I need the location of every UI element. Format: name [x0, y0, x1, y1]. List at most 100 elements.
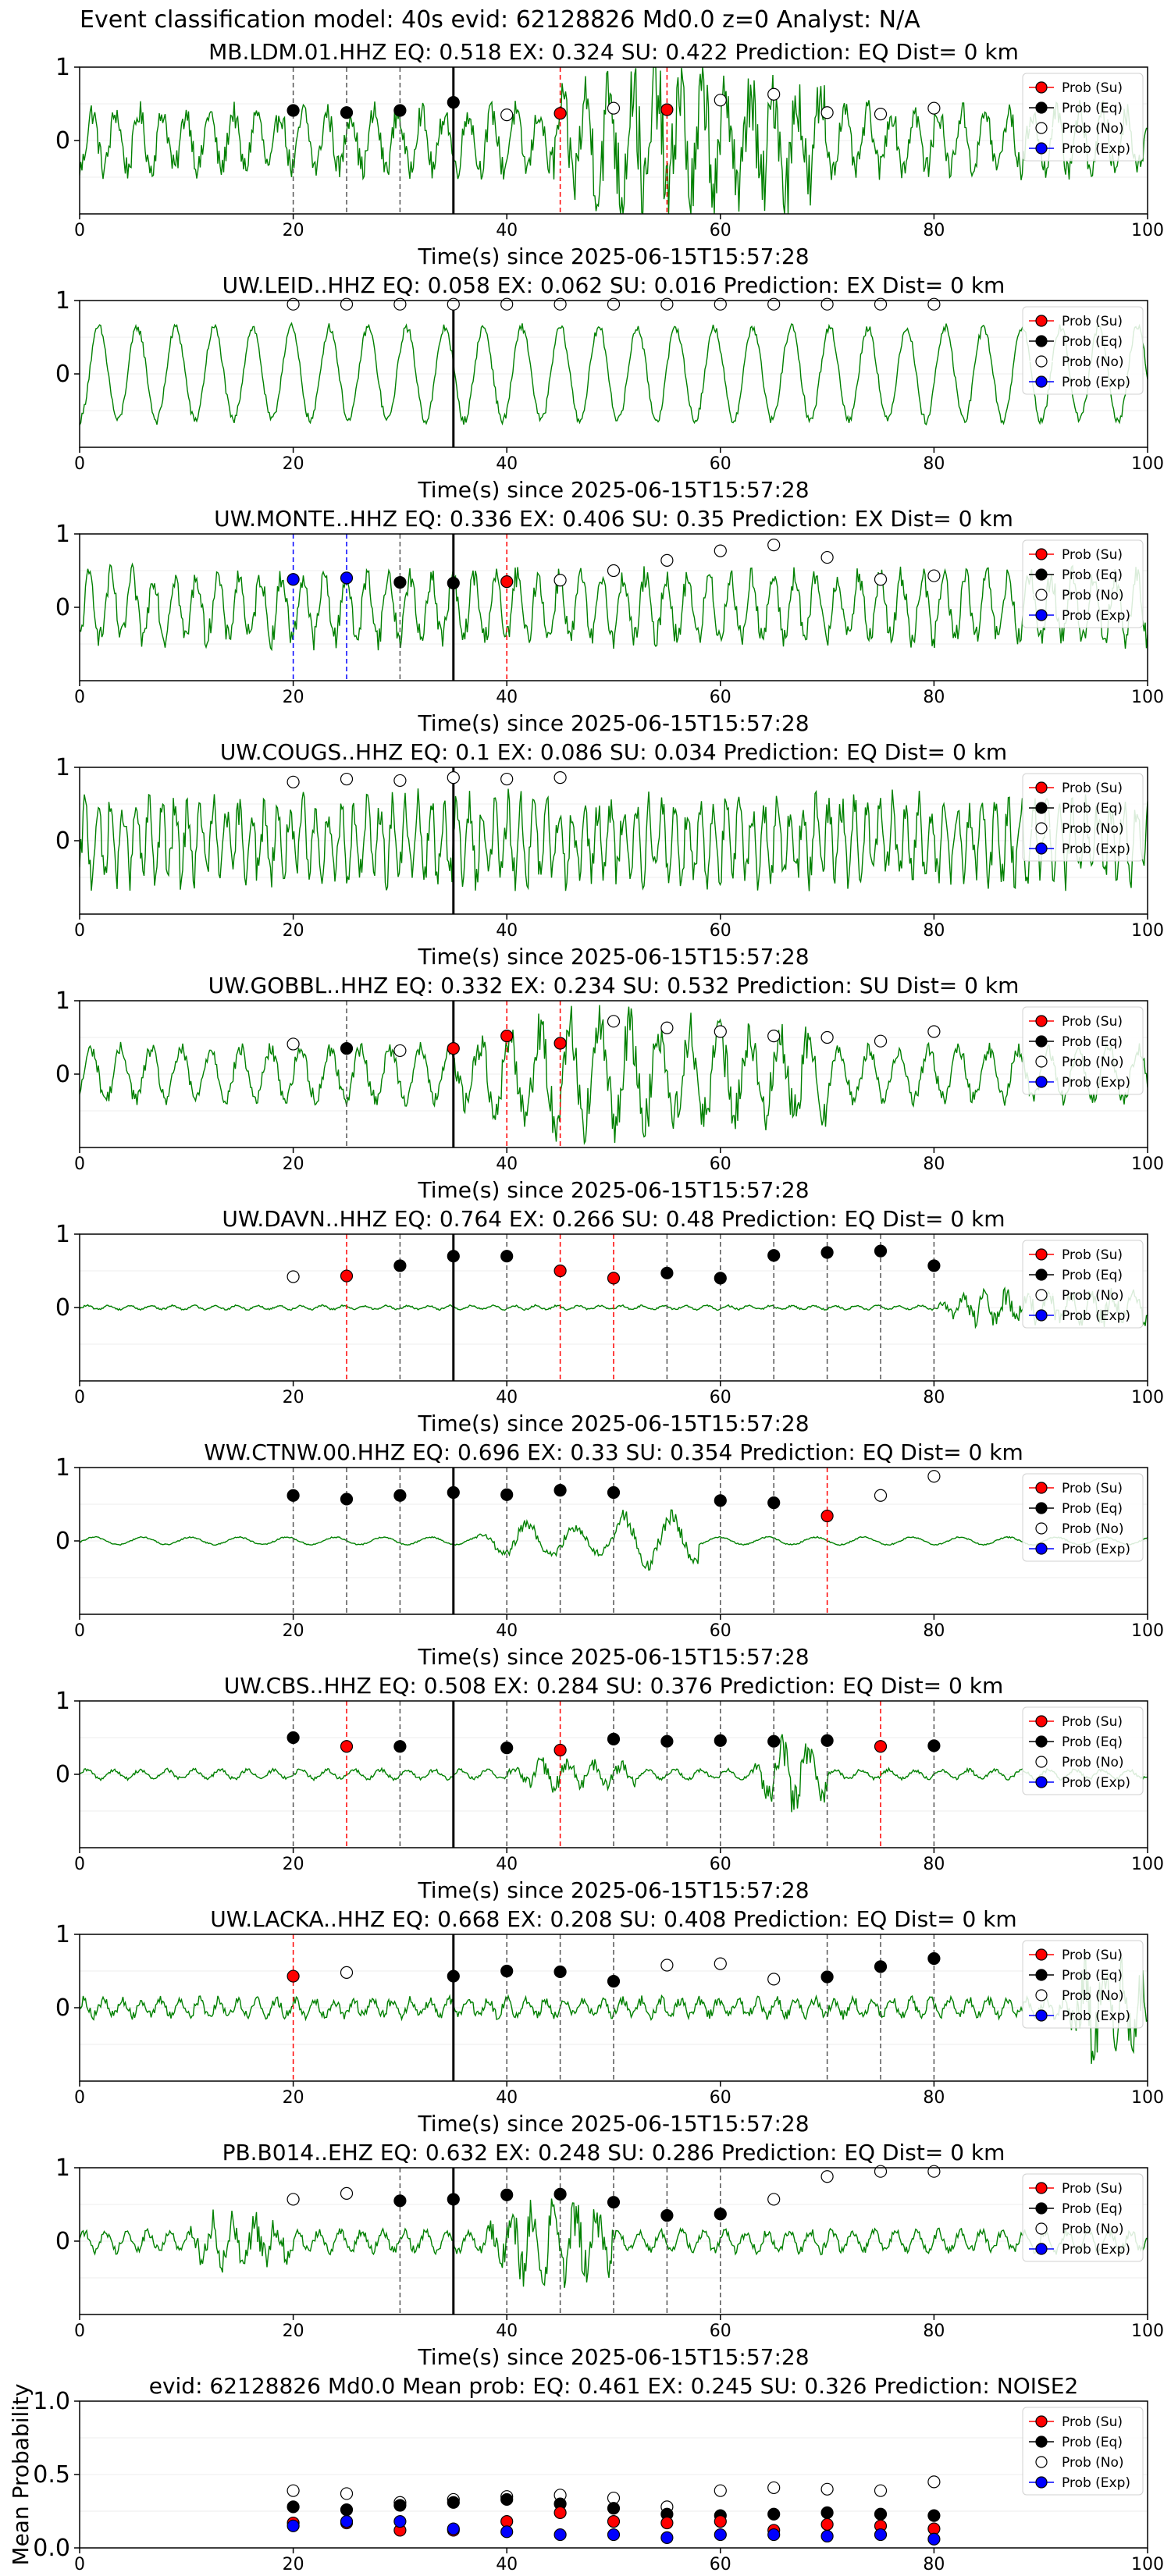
legend-marker-eq	[1035, 2202, 1048, 2215]
mean-point-su	[607, 2515, 621, 2528]
panel-title: PB.B014..EHZ EQ: 0.632 EX: 0.248 SU: 0.2…	[222, 2140, 1005, 2165]
x-axis-label: Time(s) since 2025-06-15T15:57:28	[417, 1411, 809, 1436]
x-tick-label: 80	[923, 221, 945, 240]
panel-title: UW.COUGS..HHZ EQ: 0.1 EX: 0.086 SU: 0.03…	[220, 739, 1007, 765]
prob-point-eq	[714, 1734, 727, 1747]
prob-point-no	[287, 297, 300, 311]
legend-marker-no	[1035, 1989, 1048, 2001]
mean-point-exp	[553, 2528, 567, 2542]
legend: Prob (Su) Prob (Eq) Prob (No) Prob (Exp)	[1022, 1940, 1144, 2029]
y-tick-label: 1	[55, 1221, 70, 1248]
x-tick-label: 60	[710, 921, 731, 941]
x-tick-label: 100	[1131, 921, 1164, 941]
mean-point-exp	[447, 2522, 460, 2535]
prob-point-no	[287, 2193, 300, 2206]
prob-point-eq	[340, 106, 354, 119]
prob-point-no	[287, 775, 300, 788]
x-tick-label: 80	[923, 921, 945, 941]
legend-marker-no	[1035, 589, 1048, 601]
waveform-trace	[80, 562, 1148, 652]
legend-marker-no	[1035, 822, 1048, 834]
mean-point-exp	[927, 2532, 941, 2546]
mean-point-eq	[393, 2499, 407, 2512]
y-tick-label: 0	[55, 827, 70, 855]
legend-marker-no	[1035, 122, 1048, 134]
legend-label: Prob (Su)	[1062, 1481, 1123, 1496]
x-tick-label: 100	[1131, 454, 1164, 474]
prob-point-eq	[820, 1246, 834, 1259]
panel-title: UW.GOBBL..HHZ EQ: 0.332 EX: 0.234 SU: 0.…	[208, 973, 1020, 998]
y-tick-label: 0	[55, 361, 70, 388]
y-tick-label: 1	[55, 1688, 70, 1715]
y-tick-label: 0	[55, 2228, 70, 2255]
waveform-trace	[80, 788, 1148, 891]
legend-marker-exp	[1035, 1309, 1048, 1322]
x-tick-label: 40	[496, 1855, 518, 1874]
legend-marker-su	[1035, 781, 1048, 794]
prob-point-no	[287, 1037, 300, 1051]
legend-label: Prob (Su)	[1062, 1714, 1123, 1730]
legend-label: Prob (Eq)	[1062, 2435, 1123, 2450]
prob-point-eq	[927, 1739, 941, 1752]
x-tick-label: 100	[1131, 2322, 1164, 2341]
legend-label: Prob (Eq)	[1062, 1501, 1123, 1517]
prob-point-no	[767, 297, 781, 311]
prob-point-eq	[393, 1259, 407, 1272]
legend-label: Prob (No)	[1062, 121, 1124, 137]
x-tick-label: 20	[283, 2088, 304, 2108]
prob-point-su	[607, 1272, 621, 1285]
legend-box	[1022, 773, 1144, 862]
prob-point-eq	[553, 2187, 567, 2201]
prob-point-eq	[287, 1489, 300, 1502]
legend-label: Prob (No)	[1062, 1521, 1124, 1537]
mean-point-exp	[393, 2515, 407, 2528]
mean-point-su	[553, 2506, 567, 2519]
legend-label: Prob (Su)	[1062, 1247, 1123, 1263]
prob-point-eq	[874, 1960, 888, 1973]
prob-point-su	[500, 1030, 514, 1043]
legend: Prob (Su) Prob (Eq) Prob (No) Prob (Exp)	[1022, 773, 1144, 862]
legend-label: Prob (No)	[1062, 821, 1124, 837]
mean-point-eq	[500, 2492, 514, 2507]
prob-point-no	[927, 1470, 941, 1483]
prob-point-no	[820, 297, 834, 311]
legend-label: Prob (Su)	[1062, 1948, 1123, 1963]
prob-point-su	[660, 103, 674, 116]
legend-label: Prob (Eq)	[1062, 568, 1123, 583]
prob-point-no	[874, 297, 888, 311]
prob-point-no	[767, 2193, 781, 2206]
prob-point-su	[340, 1269, 354, 1283]
prob-point-no	[340, 1966, 354, 1979]
mean-point-eq	[340, 2503, 354, 2517]
panel-title: WW.CTNW.00.HHZ EQ: 0.696 EX: 0.33 SU: 0.…	[204, 1439, 1023, 1465]
prob-point-no	[767, 87, 781, 101]
mean-point-exp	[820, 2529, 834, 2543]
prob-point-no	[607, 101, 621, 115]
legend: Prob (Su) Prob (Eq) Prob (No) Prob (Exp)	[1022, 2407, 1144, 2496]
legend-box	[1022, 1940, 1144, 2029]
legend-marker-eq	[1035, 1969, 1048, 1981]
legend: Prob (Su) Prob (Eq) Prob (No) Prob (Exp)	[1022, 73, 1144, 162]
x-tick-label: 20	[283, 454, 304, 474]
mean-point-no	[340, 2487, 354, 2500]
legend-label: Prob (Exp)	[1062, 841, 1130, 857]
x-axis-label: Time(s) since 2025-06-15T15:57:28	[417, 244, 809, 269]
legend-marker-exp	[1035, 2243, 1048, 2255]
prob-point-no	[393, 1044, 407, 1058]
prob-point-eq	[447, 1485, 460, 1500]
station-panel: UW.LEID..HHZ EQ: 0.058 EX: 0.062 SU: 0.0…	[55, 272, 1164, 503]
prob-point-eq	[874, 1244, 888, 1258]
legend-label: Prob (Exp)	[1062, 2475, 1130, 2491]
y-tick-label: 1	[55, 521, 70, 548]
y-tick-label: 0	[55, 1061, 70, 1088]
legend: Prob (Su) Prob (Eq) Prob (No) Prob (Exp)	[1022, 306, 1144, 395]
legend-marker-eq	[1035, 335, 1048, 347]
x-tick-label: 80	[923, 1621, 945, 1641]
x-tick-label: 0	[74, 454, 85, 474]
mean-point-exp	[660, 2531, 674, 2544]
prob-point-su	[340, 1740, 354, 1753]
legend-marker-exp	[1035, 2009, 1048, 2022]
legend-label: Prob (Su)	[1062, 314, 1123, 329]
station-panel: UW.CBS..HHZ EQ: 0.508 EX: 0.284 SU: 0.37…	[55, 1673, 1164, 1903]
mean-point-eq	[820, 2506, 834, 2519]
